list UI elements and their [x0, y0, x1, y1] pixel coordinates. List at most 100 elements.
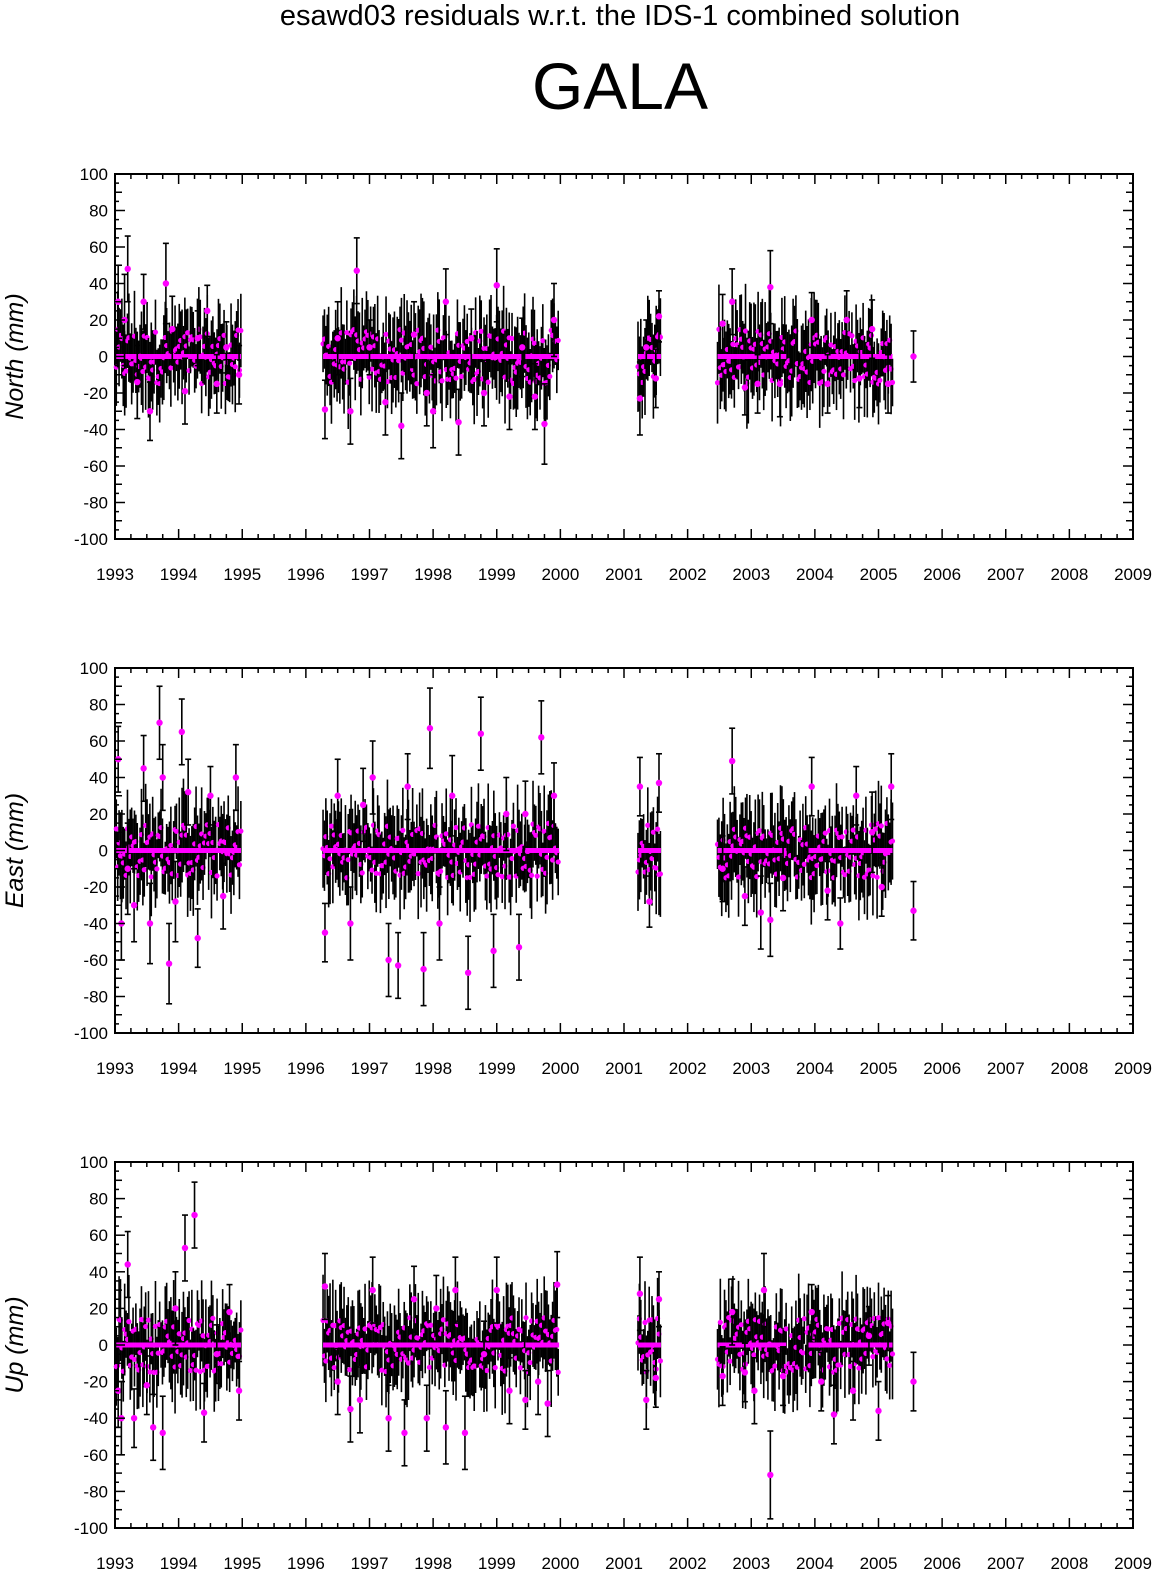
east-scatter-point — [861, 874, 868, 880]
up-data-point — [751, 1387, 758, 1394]
east-data-point — [490, 947, 497, 955]
up-data-point — [321, 1283, 329, 1290]
up-scatter-point — [527, 1359, 533, 1366]
up-scatter-point — [147, 1369, 153, 1375]
east-scatter-point — [467, 874, 473, 881]
east-x-tick-label: 2008 — [1050, 1059, 1088, 1078]
up-x-tick-label: 2005 — [860, 1554, 898, 1573]
up-data-point — [385, 1415, 392, 1422]
up-scatter-point — [889, 1351, 896, 1357]
north-data-point — [506, 393, 513, 400]
north-data-point — [776, 380, 784, 388]
north-data-point — [181, 387, 189, 395]
up-data-point — [884, 1319, 892, 1327]
east-scatter-point — [889, 838, 896, 844]
up-data-point — [506, 1387, 513, 1394]
up-data-point — [442, 1424, 450, 1431]
up-scatter-point — [783, 1326, 789, 1332]
up-scatter-point — [238, 1327, 244, 1333]
north-y-tick-label: -80 — [83, 494, 108, 513]
east-data-point — [757, 909, 764, 916]
north-data-point — [493, 282, 500, 289]
up-data-point — [808, 1308, 815, 1316]
north-scatter-point — [238, 327, 244, 334]
east-scatter-point — [550, 857, 556, 863]
north-data-point — [728, 298, 736, 305]
up-data-point — [226, 1308, 233, 1316]
north-data-point — [169, 325, 176, 333]
east-scatter-point — [173, 828, 180, 834]
north-x-tick-label: 2005 — [860, 565, 898, 584]
north-scatter-point — [485, 379, 491, 385]
north-x-tick-label: 2004 — [796, 565, 834, 584]
north-data-point — [140, 298, 147, 305]
up-panel: 100 80 60 40 20 0 -20 -40 -60 -80 -100 1993 1994 1995… — [1, 1153, 1152, 1573]
up-y-axis-label: Up (mm) — [1, 1296, 29, 1393]
east-data-point — [207, 792, 214, 799]
up-y-tick-label: 60 — [89, 1226, 108, 1245]
east-data-point — [522, 810, 529, 818]
up-scatter-point — [825, 1326, 831, 1332]
north-scatter-point — [369, 366, 375, 372]
north-tick-labels: 100 80 60 40 20 0 -20 -40 -60 -80 -100 1993 1994 1995… — [74, 165, 1152, 584]
east-y-tick-label: -60 — [83, 951, 108, 970]
north-data-point — [334, 335, 341, 342]
north-data-point — [429, 408, 437, 415]
up-scatter-point — [870, 1354, 876, 1360]
north-data-point — [636, 395, 644, 402]
up-scatter-point — [193, 1367, 199, 1373]
north-data-point — [204, 307, 211, 315]
east-scatter-point — [654, 826, 661, 832]
north-scatter-point — [464, 338, 470, 345]
north-scatter-point — [730, 341, 736, 347]
up-scatter-point — [187, 1367, 194, 1374]
north-scatter-point — [849, 333, 855, 339]
east-data-point — [728, 757, 736, 765]
up-scatter-point — [800, 1350, 806, 1356]
up-data-point — [130, 1415, 138, 1422]
north-data-point — [235, 371, 243, 378]
east-data-point — [172, 898, 179, 905]
east-x-tick-label: 1997 — [351, 1059, 389, 1078]
north-data-point — [124, 265, 131, 273]
up-scatter-point — [751, 1352, 757, 1358]
east-x-tick-label: 2005 — [860, 1059, 898, 1078]
north-data-point — [550, 316, 558, 324]
north-y-tick-label: 60 — [89, 238, 108, 257]
north-x-tick-label: 2006 — [923, 565, 961, 584]
east-x-tick-label: 2007 — [987, 1059, 1025, 1078]
east-data-points — [114, 685, 917, 1011]
up-scatter-point — [323, 1358, 329, 1364]
east-scatter-point — [373, 870, 379, 876]
up-data-point — [636, 1290, 644, 1297]
north-scatter-point — [344, 329, 350, 336]
east-scatter-point — [874, 874, 880, 880]
east-panel: 100 80 60 40 20 0 -20 -40 -60 -80 -100 1993 1994 1995… — [1, 659, 1152, 1078]
east-scatter-point — [510, 823, 517, 829]
up-plot-frame — [114, 1161, 1134, 1529]
north-scatter-point — [428, 344, 434, 350]
east-x-tick-label: 2004 — [796, 1059, 834, 1078]
up-data-point — [143, 1382, 151, 1389]
north-data-point — [767, 283, 774, 291]
east-scatter-point — [842, 872, 848, 878]
east-data-point — [394, 962, 402, 969]
north-scatter-point — [714, 380, 721, 386]
up-x-tick-label: 2003 — [732, 1554, 770, 1573]
north-scatter-point — [877, 377, 883, 383]
up-data-point — [865, 1332, 873, 1340]
east-data-point — [853, 792, 860, 799]
east-data-point — [719, 865, 726, 872]
north-data-point — [719, 320, 726, 327]
up-scatter-point — [875, 1315, 882, 1321]
east-scatter-point — [236, 862, 243, 868]
east-data-point — [426, 725, 434, 732]
up-data-point — [200, 1409, 208, 1416]
north-scatter-point — [140, 368, 146, 375]
up-data-point — [655, 1296, 663, 1303]
east-data-point — [334, 792, 341, 799]
up-x-tick-label: 2000 — [541, 1554, 579, 1573]
east-scatter-point — [475, 823, 482, 829]
up-data-point — [553, 1281, 561, 1288]
